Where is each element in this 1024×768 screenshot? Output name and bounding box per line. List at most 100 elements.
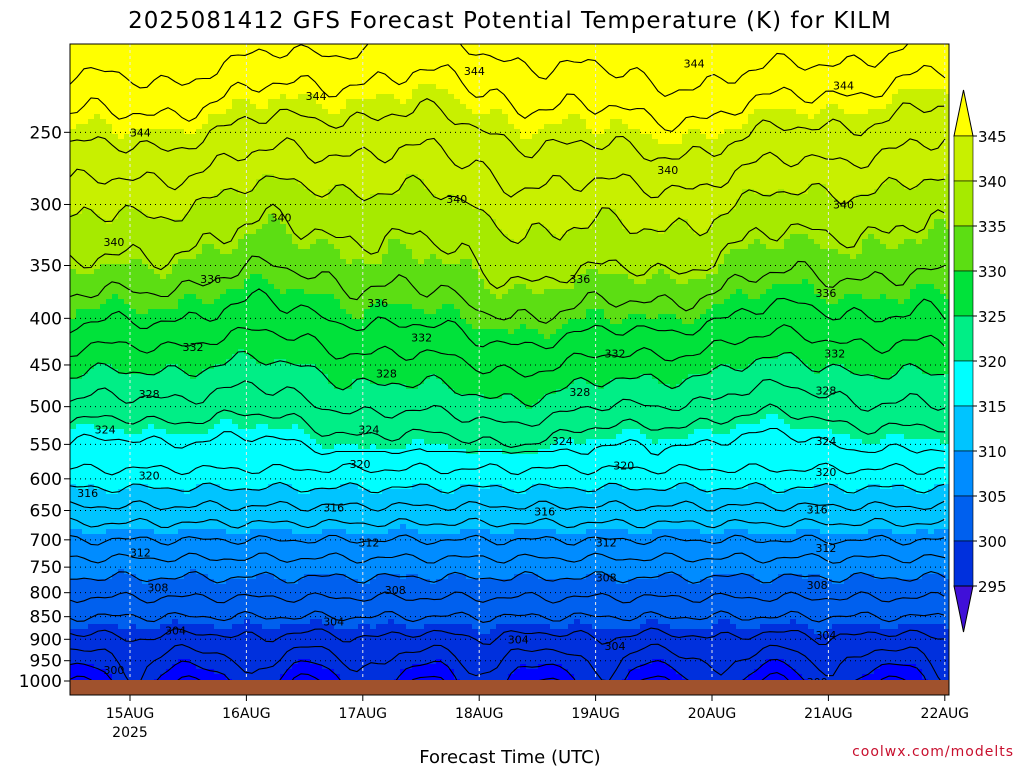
shade-cell bbox=[196, 664, 293, 670]
shade-cell bbox=[904, 484, 935, 490]
shade-cell bbox=[400, 189, 431, 195]
shade-cell bbox=[550, 484, 605, 490]
shade-cell bbox=[286, 94, 299, 100]
shade-cell bbox=[628, 274, 653, 280]
shade-cell bbox=[532, 224, 545, 230]
shade-cell bbox=[514, 329, 539, 335]
shade-cell bbox=[556, 234, 563, 240]
shade-cell bbox=[790, 424, 949, 430]
shade-cell bbox=[196, 294, 221, 300]
shade-cell bbox=[574, 674, 629, 680]
shade-cell bbox=[268, 104, 323, 110]
shade-cell bbox=[778, 574, 803, 580]
shade-cell bbox=[334, 184, 347, 190]
shade-cell bbox=[928, 529, 935, 535]
shade-cell bbox=[712, 489, 773, 495]
shade-cell bbox=[310, 489, 371, 495]
shade-cell bbox=[682, 134, 707, 140]
y-tick-label: 800 bbox=[30, 584, 62, 604]
contour-label: 316 bbox=[534, 506, 555, 519]
shade-cell bbox=[94, 664, 173, 670]
shade-cell bbox=[178, 364, 215, 370]
contour-label: 320 bbox=[613, 459, 634, 472]
shade-cell bbox=[772, 284, 815, 290]
shade-cell bbox=[718, 214, 949, 220]
shade-cell bbox=[862, 244, 887, 250]
shade-cell bbox=[454, 194, 743, 200]
shade-cell bbox=[916, 239, 923, 245]
shade-cell bbox=[256, 179, 299, 185]
shade-cell bbox=[280, 219, 497, 225]
contour-line bbox=[70, 137, 946, 199]
shade-cell bbox=[610, 379, 659, 385]
shade-cell bbox=[70, 209, 83, 215]
shade-cell bbox=[70, 344, 949, 350]
shade-cell bbox=[670, 384, 677, 390]
shade-cell bbox=[388, 249, 413, 255]
shade-cell bbox=[340, 254, 383, 260]
shade-cell bbox=[70, 524, 401, 530]
shade-cell bbox=[544, 394, 949, 400]
shade-cell bbox=[418, 574, 449, 580]
shade-cell bbox=[904, 184, 917, 190]
contour-label: 336 bbox=[569, 273, 590, 286]
shade-cell bbox=[130, 624, 137, 630]
shade-cell bbox=[832, 429, 949, 435]
shade-cell bbox=[850, 254, 857, 260]
credit-link[interactable]: coolwx.com/modelts bbox=[852, 744, 1014, 760]
y-tick-label: 750 bbox=[30, 558, 62, 578]
shade-cell bbox=[454, 94, 893, 100]
contour-label: 304 bbox=[165, 624, 186, 637]
shade-cell bbox=[208, 114, 509, 120]
shade-cell bbox=[70, 529, 83, 535]
shade-cell bbox=[70, 264, 101, 270]
contour-line bbox=[70, 403, 946, 448]
shade-cell bbox=[70, 114, 95, 120]
shade-cell bbox=[70, 299, 107, 305]
contour-label: 304 bbox=[815, 629, 836, 642]
shade-cell bbox=[406, 174, 419, 180]
shade-cell bbox=[754, 109, 797, 115]
shade-cell bbox=[148, 264, 173, 270]
shade-cell bbox=[184, 574, 209, 580]
shade-cell bbox=[544, 289, 737, 295]
contour-line bbox=[70, 627, 946, 646]
shade-cell bbox=[328, 189, 353, 195]
shade-cell bbox=[334, 669, 401, 675]
shade-cell bbox=[604, 384, 671, 390]
shade-cell bbox=[442, 304, 455, 310]
shade-cell bbox=[610, 119, 623, 125]
shade-cell bbox=[442, 379, 575, 385]
shade-cell bbox=[70, 84, 419, 90]
shade-cell bbox=[802, 359, 949, 365]
shade-cell bbox=[70, 139, 659, 145]
contour-line bbox=[70, 462, 945, 476]
shade-cell bbox=[70, 459, 949, 465]
shade-cell bbox=[538, 399, 949, 405]
shade-cell bbox=[70, 199, 197, 205]
shade-cell bbox=[70, 409, 949, 415]
shade-cell bbox=[886, 179, 899, 185]
shade-cell bbox=[196, 569, 949, 575]
shade-cell bbox=[820, 369, 851, 375]
shade-cell bbox=[226, 359, 257, 365]
shade-cell bbox=[898, 179, 923, 185]
shade-cell bbox=[70, 119, 89, 125]
shade-cell bbox=[412, 254, 431, 260]
contour-label: 332 bbox=[411, 332, 432, 345]
contour-label: 344 bbox=[130, 126, 151, 139]
shade-cell bbox=[664, 269, 719, 275]
contour-label: 308 bbox=[385, 584, 406, 597]
shade-cell bbox=[412, 94, 455, 100]
contour-label: 344 bbox=[833, 79, 854, 92]
colorbar-tick-label: 315 bbox=[978, 398, 1007, 416]
shade-cell bbox=[808, 574, 821, 580]
shade-cell bbox=[904, 364, 917, 370]
shade-cell bbox=[160, 624, 215, 630]
shade-cell bbox=[346, 309, 365, 315]
shade-cell bbox=[172, 264, 473, 270]
shade-cell bbox=[388, 244, 407, 250]
shade-cell bbox=[568, 114, 581, 120]
shade-cell bbox=[370, 379, 425, 385]
shade-cell bbox=[862, 239, 881, 245]
